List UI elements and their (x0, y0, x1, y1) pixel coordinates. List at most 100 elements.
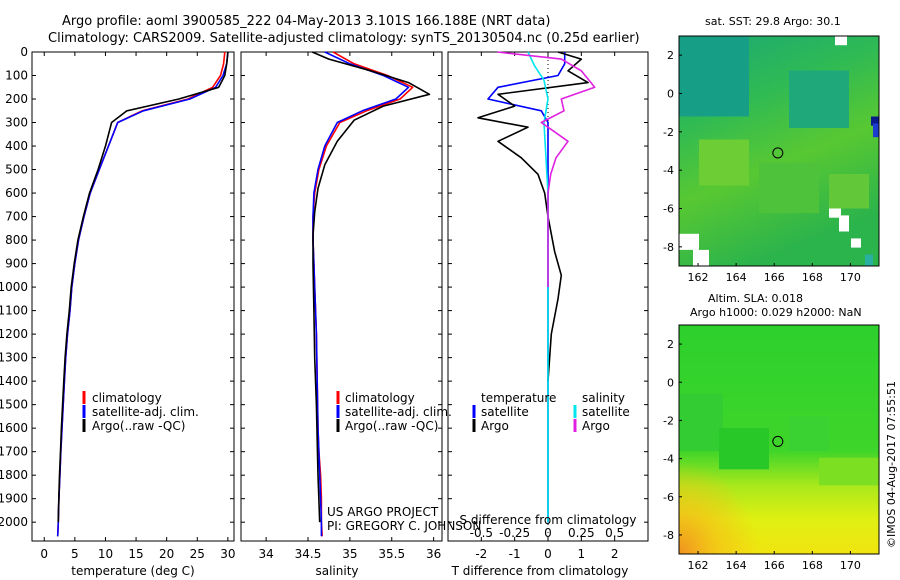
sla-map-title-1: Altim. SLA: 0.018 (708, 292, 803, 305)
sst-warm-patch (829, 174, 869, 209)
legend-label-argo: Argo(..raw -QC) (345, 419, 438, 433)
difference-xlabel: T difference from climatology (451, 564, 629, 578)
x-tick-label: -1 (509, 547, 521, 561)
sst-cold-pixel (873, 123, 879, 138)
y-tick-label: 900 (5, 257, 28, 271)
legend-label-temp-satellite: satellite (481, 405, 529, 419)
x-tick-label: 34.5 (295, 547, 322, 561)
series-line-argo-raw-qc- (311, 51, 431, 523)
sla-patch (819, 457, 879, 486)
legend-label-temp-argo: Argo (481, 419, 509, 433)
y-tick-label: 2000 (0, 515, 28, 529)
map-y-tick-label: -2 (663, 126, 674, 139)
sla-map-frame (678, 324, 880, 555)
salinity-plot: 34 34.5 35 35.5 36 (241, 51, 442, 561)
sst-map-frame (678, 35, 880, 267)
map-y-tick-label: 0 (667, 88, 674, 101)
sst-warm-patch (759, 162, 819, 214)
imos-stamp: ©IMOS 04-Aug-2017 07:55:51 (885, 381, 898, 548)
sst-land-mask (693, 249, 709, 266)
x-tick-label: 2 (611, 547, 619, 561)
sst-map: 162 164 166 168 170 2 0 -2 -4 -6 -8 (663, 35, 880, 284)
sst-map-title: sat. SST: 29.8 Argo: 30.1 (705, 15, 841, 28)
legend-label-argo: Argo(..raw -QC) (92, 419, 185, 433)
map-x-tick-label: 164 (726, 559, 747, 572)
x-tick-label: 30 (220, 547, 235, 561)
x-tick-label: 36 (426, 547, 441, 561)
legend-label-climatology: climatology (92, 391, 162, 405)
x-tick-label: 1 (578, 547, 586, 561)
sst-land-mask (835, 36, 847, 46)
salinity-legend: climatology satellite-adj. clim. Argo(..… (336, 391, 452, 433)
map-x-tick-label: 162 (688, 271, 709, 284)
sst-land-mask (851, 238, 861, 248)
pi-label: PI: GREGORY C. JOHNSON (327, 519, 481, 533)
map-x-tick-label: 162 (688, 559, 709, 572)
map-x-tick-label: 164 (726, 271, 747, 284)
sla-map-patches (679, 393, 879, 486)
x-tick-label: 35 (342, 547, 357, 561)
y-tick-label: 500 (5, 163, 28, 177)
y-tick-label: 1100 (0, 304, 28, 318)
x-tick-label: 0 (40, 547, 48, 561)
y-tick-label: 1200 (0, 327, 28, 341)
y-tick-label: 1800 (0, 468, 28, 482)
x-tick-label: 5 (71, 547, 79, 561)
sla-patch (679, 393, 723, 451)
sla-map-title-2: Argo h1000: 0.029 h2000: NaN (690, 306, 862, 319)
sla-map: 162 164 166 168 170 2 0 -2 -4 -6 -8 (663, 324, 880, 572)
x-tick-label: 10 (98, 547, 113, 561)
legend-label-climatology: climatology (345, 391, 415, 405)
x-tick-label-top: 0.25 (568, 526, 595, 540)
x-tick-label: 35.5 (378, 547, 405, 561)
map-y-tick-label: -6 (663, 491, 674, 504)
temperature-plot: 0 5 10 15 20 25 300100200300400500600700800900… (0, 45, 236, 561)
y-tick-label: 400 (5, 139, 28, 153)
x-tick-label: -2 (475, 547, 487, 561)
sst-land-mask (839, 215, 849, 232)
map-y-tick-label: 2 (667, 49, 674, 62)
sst-land-mask (679, 233, 699, 250)
map-x-tick-label: 166 (764, 271, 785, 284)
legend-title-temperature: temperature (481, 391, 556, 405)
y-tick-label: 1600 (0, 421, 28, 435)
sst-cool-patch (865, 254, 873, 266)
y-tick-label: 1700 (0, 445, 28, 459)
sst-argo-location-marker (772, 147, 784, 159)
series-line-argo-raw-qc- (57, 51, 229, 523)
project-label: US ARGO PROJECT (327, 505, 439, 519)
y-tick-label: 1300 (0, 351, 28, 365)
map-x-tick-label: 168 (802, 271, 823, 284)
title-line-2: Climatology: CARS2009. Satellite-adjuste… (48, 31, 640, 46)
y-tick-label: 1900 (0, 492, 28, 506)
legend-title-salinity: salinity (582, 391, 625, 405)
sst-warm-patch (699, 139, 749, 186)
x-tick-label-top: -0.25 (499, 526, 530, 540)
legend-label-sal-satellite: satellite (582, 405, 630, 419)
sla-argo-location-marker (772, 435, 784, 447)
sst-cold-pixel (871, 116, 879, 126)
sst-land-mask (829, 208, 841, 218)
y-tick-label: 1500 (0, 398, 28, 412)
map-y-tick-label: -6 (663, 203, 674, 216)
temperature-legend: climatology satellite-adj. clim. Argo(..… (82, 391, 199, 433)
map-x-tick-label: 168 (802, 559, 823, 572)
y-tick-label: 100 (5, 69, 28, 83)
map-y-tick-label: -8 (663, 241, 674, 254)
y-tick-label: 1000 (0, 280, 28, 294)
sst-cool-patch (679, 36, 749, 117)
x-tick-label-top: 0.5 (605, 526, 624, 540)
sla-map-axes: 162 164 166 168 170 2 0 -2 -4 -6 -8 (663, 338, 861, 572)
legend-label-satellite: satellite-adj. clim. (92, 405, 199, 419)
temperature-xlabel: temperature (deg C) (71, 564, 194, 578)
legend-label-sal-argo: Argo (582, 419, 610, 433)
title-line-1: Argo profile: aoml 3900585_222 04-May-20… (62, 14, 550, 29)
map-x-tick-label: 166 (764, 559, 785, 572)
x-tick-label-top: -0.5 (470, 526, 493, 540)
series-line-salinity-argo (497, 51, 596, 288)
map-y-tick-label: 2 (667, 338, 674, 351)
sst-cool-patch (789, 70, 849, 128)
y-tick-label: 0 (20, 45, 28, 59)
